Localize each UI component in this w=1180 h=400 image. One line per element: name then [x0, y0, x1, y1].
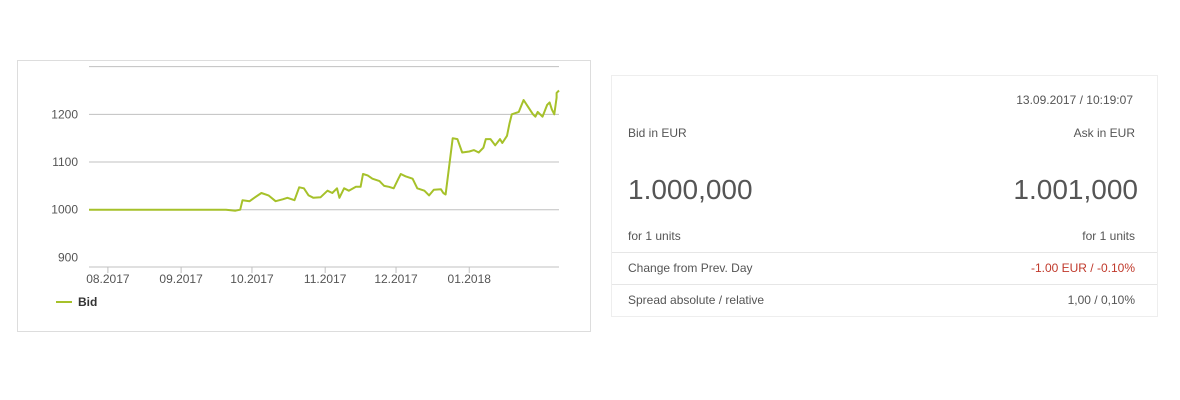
legend-swatch-bid: [56, 301, 72, 303]
x-tick-label: 01.2018: [448, 272, 492, 286]
x-tick-label: 12.2017: [374, 272, 418, 286]
quote-timestamp: 13.09.2017 / 10:19:07: [1016, 93, 1133, 107]
x-tick-label: 11.2017: [304, 272, 347, 286]
x-tick-label: 09.2017: [159, 272, 203, 286]
bid-label: Bid in EUR: [628, 126, 687, 140]
legend-label-bid: Bid: [78, 295, 98, 309]
y-tick-label: 1100: [52, 155, 78, 169]
x-tick-label: 08.2017: [86, 272, 130, 286]
ask-label: Ask in EUR: [1073, 126, 1135, 140]
bid-value: 1.000,000: [628, 174, 753, 205]
price-chart: 900 1000 1100 1200 08.2017 09.2017 10.2017 11.2…: [51, 66, 560, 286]
y-tick-label: 900: [58, 250, 78, 264]
x-tick-label: 10.2017: [230, 272, 274, 286]
change-label: Change from Prev. Day: [628, 261, 753, 275]
divider: [612, 284, 1157, 285]
series-line-bid: [89, 89, 560, 212]
spread-value: 1,00 / 0,10%: [1067, 293, 1135, 307]
bid-units: for 1 units: [628, 229, 681, 243]
change-value: -1.00 EUR / -0.10%: [1030, 261, 1135, 275]
y-tick-label: 1000: [51, 203, 78, 217]
spread-label: Spread absolute / relative: [628, 293, 765, 307]
ask-value: 1.001,000: [1013, 174, 1138, 205]
chart-legend[interactable]: Bid: [56, 295, 97, 309]
price-chart-card: 900 1000 1100 1200 08.2017 09.2017 10.2017 11.2…: [17, 60, 591, 332]
divider: [612, 252, 1157, 253]
y-tick-label: 1200: [51, 107, 78, 121]
quote-card: 13.09.2017 / 10:19:07 Bid in EUR Ask in …: [611, 75, 1158, 317]
ask-units: for 1 units: [1082, 229, 1135, 243]
